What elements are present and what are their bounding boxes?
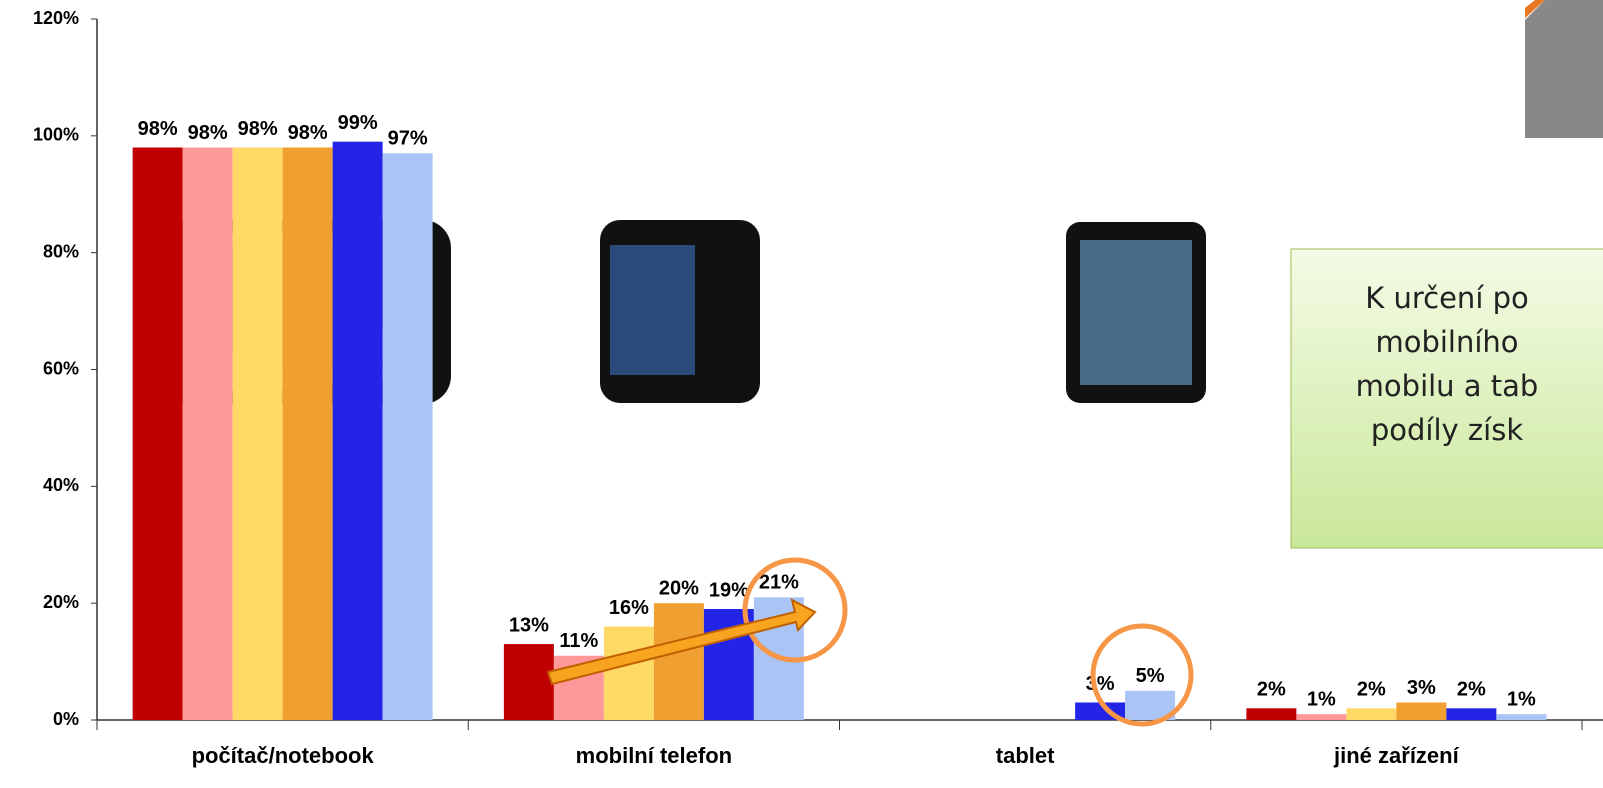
bar: [282, 147, 333, 720]
annotation-text: podíly získ: [1371, 413, 1523, 447]
y-tick-label: 20%: [43, 592, 79, 612]
data-label: 11%: [559, 630, 598, 652]
data-label: 98%: [238, 118, 278, 140]
data-label: 2%: [1357, 679, 1386, 701]
bar: [182, 147, 233, 720]
y-tick-label: 0%: [53, 709, 79, 729]
data-label: 99%: [338, 112, 378, 134]
logo: [1525, 0, 1603, 138]
bar: [1396, 702, 1447, 720]
bar: [132, 147, 183, 720]
trend-arrow: [546, 598, 817, 686]
y-tick-label: 80%: [43, 241, 79, 261]
annotation-text: K určení po: [1365, 281, 1529, 315]
y-tick-label: 120%: [33, 8, 79, 28]
logo-accent: [1525, 0, 1545, 18]
x-tick-label: tablet: [996, 743, 1055, 768]
bar: [232, 147, 283, 720]
y-tick-label: 40%: [43, 475, 79, 495]
data-label: 2%: [1457, 679, 1486, 701]
data-label: 1%: [1307, 688, 1336, 710]
bar: [653, 603, 704, 720]
y-tick-label: 60%: [43, 358, 79, 378]
annotation-text: mobilního: [1375, 325, 1518, 359]
data-label: 13%: [509, 614, 549, 636]
annotation-text: mobilu a tab: [1356, 369, 1539, 403]
data-label: 21%: [759, 572, 799, 594]
data-label: 3%: [1407, 677, 1436, 699]
bar: [503, 644, 554, 720]
bar: [1446, 708, 1497, 720]
data-label: 1%: [1507, 688, 1536, 710]
x-tick-label: počítač/notebook: [192, 743, 375, 768]
annotation-box: [1290, 248, 1603, 549]
x-tick-label: mobilní telefon: [576, 743, 732, 768]
data-label: 98%: [288, 122, 328, 144]
data-label: 5%: [1136, 665, 1165, 687]
bar: [1496, 714, 1547, 720]
data-label: 98%: [138, 118, 178, 140]
y-tick-label: 100%: [33, 125, 79, 145]
data-label: 16%: [609, 597, 649, 619]
bar: [332, 141, 383, 721]
phone-screen: [610, 245, 695, 375]
bar: [1346, 708, 1397, 720]
data-label: 20%: [659, 577, 699, 599]
bar: [1246, 708, 1297, 720]
tablet-screen: [1080, 240, 1192, 385]
bar: [382, 153, 433, 720]
highlight-circle: [742, 557, 848, 663]
data-label: 98%: [188, 122, 228, 144]
highlight-circle: [1090, 623, 1194, 727]
bar: [603, 626, 654, 720]
data-label: 97%: [388, 128, 428, 150]
data-label: 19%: [709, 579, 749, 601]
data-label: 2%: [1257, 679, 1286, 701]
x-tick-label: jiné zařízení: [1333, 743, 1460, 768]
bar: [1296, 714, 1347, 720]
data-label: 3%: [1086, 673, 1115, 695]
